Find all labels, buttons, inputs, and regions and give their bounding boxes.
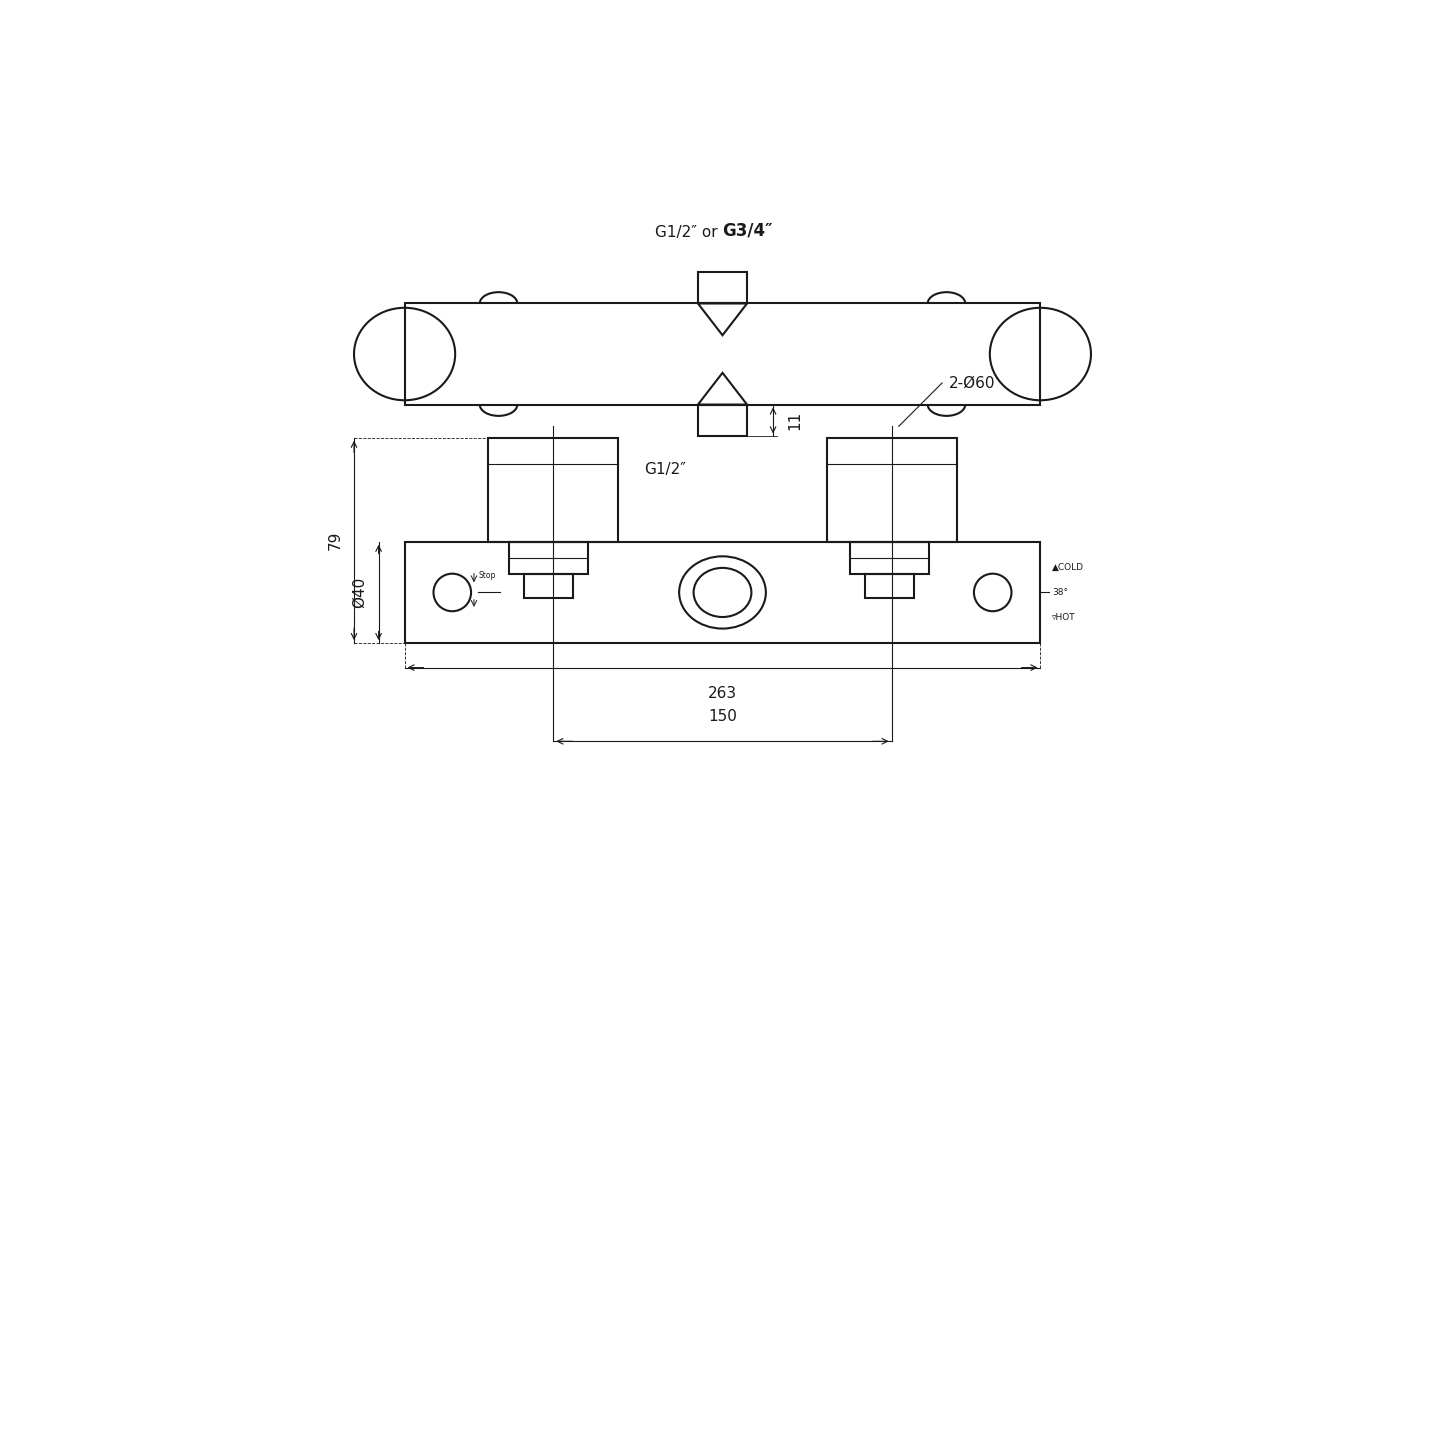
Text: 263: 263 xyxy=(708,686,737,701)
Bar xyxy=(850,542,929,574)
Bar xyxy=(405,542,1040,643)
Bar xyxy=(405,303,1040,405)
Text: Stop: Stop xyxy=(478,571,496,579)
Bar xyxy=(864,574,913,598)
Text: G1/2″: G1/2″ xyxy=(644,462,686,477)
Text: G3/4″: G3/4″ xyxy=(722,223,773,240)
Bar xyxy=(827,438,957,542)
Text: G1/2″ or: G1/2″ or xyxy=(655,225,722,240)
Text: 38°: 38° xyxy=(1052,588,1068,597)
Bar xyxy=(698,272,747,303)
Text: 2-Ø60: 2-Ø60 xyxy=(949,376,996,390)
Text: 150: 150 xyxy=(708,709,737,724)
Text: ▲COLD: ▲COLD xyxy=(1052,564,1084,572)
Text: 79: 79 xyxy=(328,530,342,551)
Text: ▿HOT: ▿HOT xyxy=(1052,613,1075,621)
Bar xyxy=(509,542,588,574)
Text: Ø40: Ø40 xyxy=(353,577,367,608)
Text: 11: 11 xyxy=(788,410,802,431)
Bar xyxy=(698,405,747,436)
Bar xyxy=(523,574,572,598)
Bar xyxy=(488,438,618,542)
